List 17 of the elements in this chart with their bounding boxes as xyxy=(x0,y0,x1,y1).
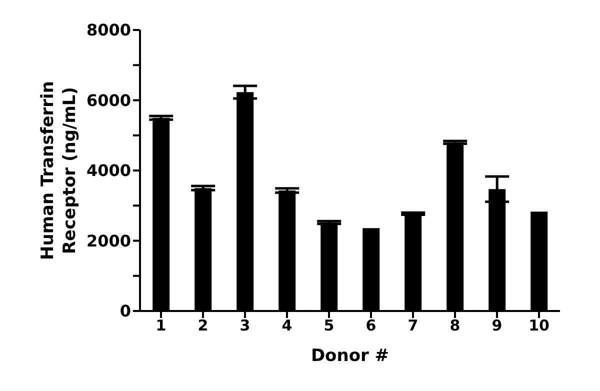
y-axis-title: Human Transferrin Receptor (ng/mL) xyxy=(38,81,80,260)
x-tick-label: 6 xyxy=(366,316,376,335)
y-tick-label: 8000 xyxy=(86,20,131,40)
y-tick-label: 0 xyxy=(120,302,131,321)
x-tick-label: 8 xyxy=(450,316,460,335)
x-tick-label: 4 xyxy=(282,316,292,335)
x-tick-label: 3 xyxy=(240,316,250,335)
x-tick-label: 9 xyxy=(492,316,502,335)
x-tick-label: 5 xyxy=(324,316,334,335)
x-tick-label: 2 xyxy=(198,316,208,335)
x-tick-label: 7 xyxy=(408,316,418,335)
y-tick-label: 2000 xyxy=(86,231,131,250)
x-axis-title: Donor # xyxy=(310,346,390,366)
x-tick-label: 10 xyxy=(528,316,550,335)
y-tick-label: 6000 xyxy=(86,90,131,110)
y-tick-label: 4000 xyxy=(86,161,131,180)
x-tick-label: 1 xyxy=(156,316,166,335)
